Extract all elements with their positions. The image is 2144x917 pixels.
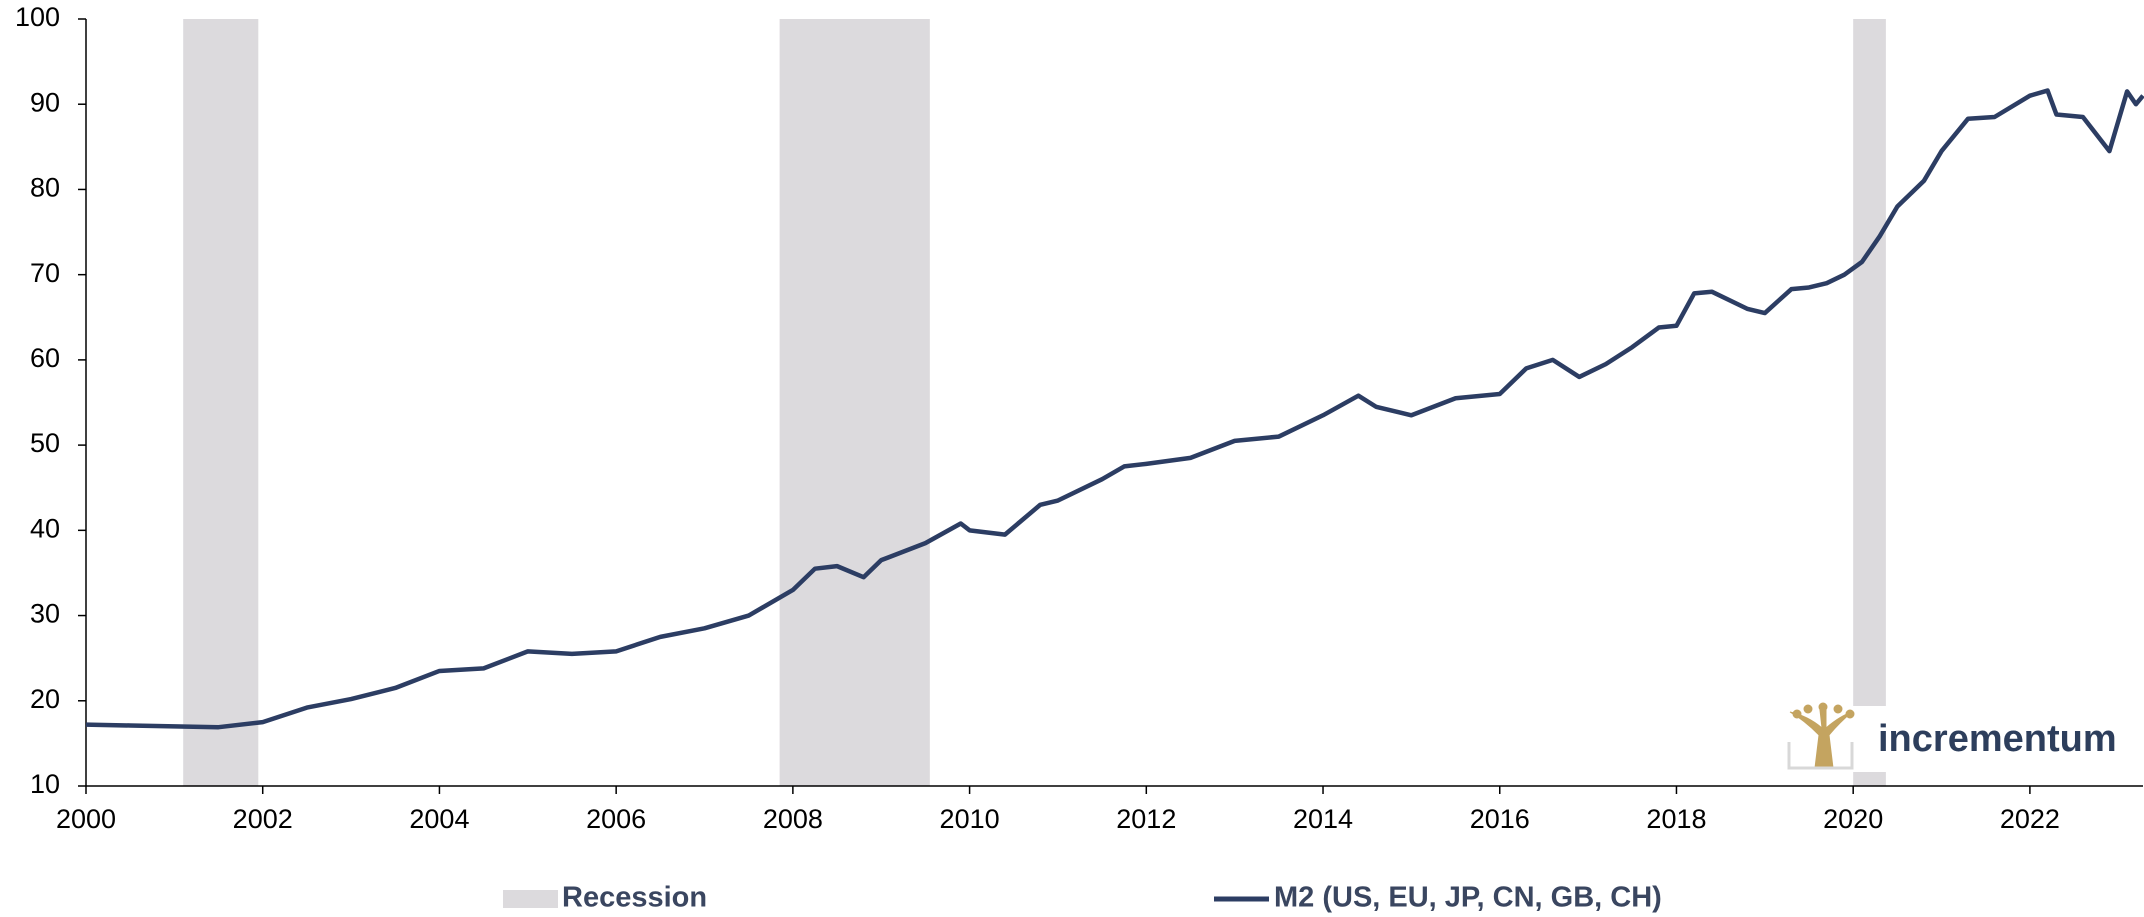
y-tick-label: 20: [30, 684, 60, 714]
legend-label: M2 (US, EU, JP, CN, GB, CH): [1274, 882, 1662, 914]
x-tick-label: 2014: [1293, 804, 1353, 834]
y-tick-label: 30: [30, 599, 60, 629]
x-tick-label: 2020: [1823, 804, 1883, 834]
x-tick-label: 2006: [586, 804, 646, 834]
y-tick-label: 90: [30, 87, 60, 117]
x-tick-label: 2018: [1646, 804, 1706, 834]
x-tick-label: 2016: [1470, 804, 1530, 834]
y-tick-label: 50: [30, 428, 60, 458]
x-tick-label: 2022: [2000, 804, 2060, 834]
x-tick-label: 2012: [1116, 804, 1176, 834]
y-tick-label: 40: [30, 513, 60, 543]
x-tick-label: 2002: [233, 804, 293, 834]
y-tick-label: 70: [30, 258, 60, 288]
x-tick-label: 2000: [56, 804, 116, 834]
recession-band: [779, 19, 930, 786]
legend-swatch: [503, 890, 558, 908]
y-tick-label: 100: [15, 2, 60, 32]
x-tick-label: 2008: [763, 804, 823, 834]
series-line: [85, 88, 2144, 730]
y-tick-label: 60: [30, 343, 60, 373]
x-tick-label: 2004: [409, 804, 469, 834]
legend-label: Recession: [562, 882, 707, 914]
y-tick-label: 80: [30, 173, 60, 203]
logo-text: incrementum: [1878, 718, 2117, 760]
y-tick-label: 10: [30, 769, 60, 799]
recession-band: [1853, 19, 1886, 786]
recession-band: [183, 19, 259, 786]
logo-icon: [1787, 702, 1855, 770]
x-tick-label: 2010: [940, 804, 1000, 834]
